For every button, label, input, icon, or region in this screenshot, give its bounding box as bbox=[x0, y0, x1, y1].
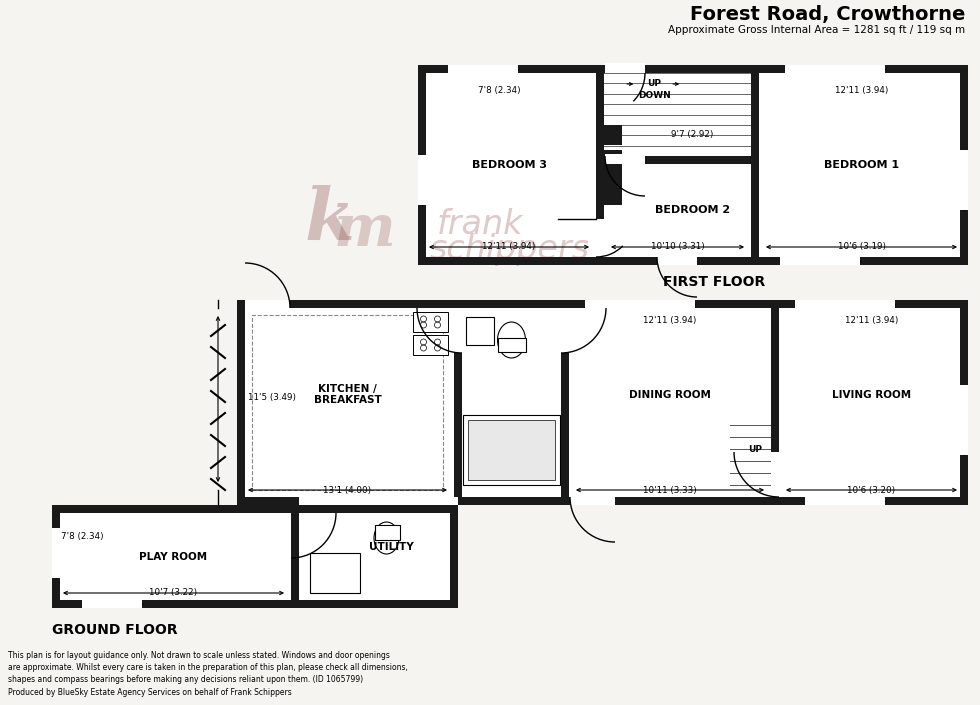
Text: Approximate Gross Internal Area = 1281 sq ft / 119 sq m: Approximate Gross Internal Area = 1281 s… bbox=[668, 25, 965, 35]
Bar bbox=[771, 452, 781, 497]
Text: DINING ROOM: DINING ROOM bbox=[629, 389, 710, 400]
Text: UP: UP bbox=[647, 80, 662, 89]
Bar bbox=[454, 300, 462, 505]
Bar bbox=[418, 257, 968, 265]
Text: KITCHEN /
BREAKFAST: KITCHEN / BREAKFAST bbox=[314, 384, 381, 405]
Text: PLAY ROOM: PLAY ROOM bbox=[139, 551, 208, 561]
Text: UTILITY: UTILITY bbox=[369, 541, 414, 551]
Bar bbox=[299, 497, 454, 505]
Bar bbox=[454, 308, 464, 353]
Bar bbox=[252, 315, 443, 490]
Text: BEDROOM 2: BEDROOM 2 bbox=[655, 205, 730, 215]
Text: LIVING ROOM: LIVING ROOM bbox=[832, 389, 911, 400]
Bar bbox=[960, 385, 968, 455]
Bar bbox=[52, 528, 60, 578]
Bar bbox=[468, 420, 555, 480]
Bar bbox=[340, 497, 458, 505]
Text: Forest Road, Crowthorne: Forest Road, Crowthorne bbox=[690, 5, 965, 24]
Text: GROUND FLOOR: GROUND FLOOR bbox=[52, 623, 177, 637]
Text: 7'8 (2.34): 7'8 (2.34) bbox=[61, 532, 103, 541]
Bar bbox=[237, 497, 968, 505]
Text: BEDROOM 1: BEDROOM 1 bbox=[824, 160, 899, 170]
Text: 10'6 (3.20): 10'6 (3.20) bbox=[848, 486, 896, 494]
Bar bbox=[299, 513, 307, 558]
Bar bbox=[245, 300, 290, 308]
Bar bbox=[418, 65, 968, 73]
Bar bbox=[596, 219, 606, 257]
Ellipse shape bbox=[374, 522, 399, 554]
Bar bbox=[418, 65, 968, 265]
Text: 10'6 (3.19): 10'6 (3.19) bbox=[838, 243, 886, 252]
Bar bbox=[374, 525, 400, 540]
Text: UP: UP bbox=[748, 446, 762, 455]
Bar bbox=[237, 300, 968, 308]
Bar bbox=[960, 300, 968, 505]
Bar bbox=[418, 65, 426, 265]
Text: BEDROOM 3: BEDROOM 3 bbox=[471, 160, 547, 170]
Bar bbox=[795, 300, 895, 308]
Bar bbox=[450, 505, 458, 608]
Bar bbox=[604, 125, 622, 145]
Text: 12'11 (3.94): 12'11 (3.94) bbox=[835, 85, 888, 94]
Bar bbox=[52, 505, 60, 608]
Text: 12'11 (3.94): 12'11 (3.94) bbox=[482, 243, 536, 252]
Bar bbox=[780, 257, 860, 265]
Bar bbox=[237, 300, 245, 505]
Bar bbox=[52, 600, 458, 608]
Bar bbox=[448, 65, 518, 73]
Text: 11'5 (3.49): 11'5 (3.49) bbox=[248, 393, 296, 402]
Text: schippers: schippers bbox=[430, 233, 590, 266]
Bar bbox=[82, 600, 142, 608]
Bar bbox=[605, 63, 645, 73]
Bar bbox=[596, 65, 604, 265]
Text: FIRST FLOOR: FIRST FLOOR bbox=[663, 275, 765, 289]
Bar bbox=[52, 505, 458, 608]
Bar bbox=[960, 150, 968, 210]
Bar bbox=[751, 65, 759, 265]
Text: DOWN: DOWN bbox=[638, 92, 670, 101]
Bar bbox=[291, 505, 299, 608]
Bar bbox=[237, 300, 968, 505]
Bar bbox=[466, 317, 494, 345]
Bar bbox=[561, 308, 571, 353]
Bar bbox=[498, 338, 525, 352]
Bar bbox=[600, 156, 755, 164]
Text: frank: frank bbox=[437, 209, 523, 242]
Text: 13'1 (4.00): 13'1 (4.00) bbox=[323, 486, 371, 494]
Bar bbox=[237, 497, 340, 505]
Bar bbox=[960, 65, 968, 265]
Text: 12'11 (3.94): 12'11 (3.94) bbox=[845, 316, 899, 324]
Bar bbox=[785, 65, 885, 73]
Bar bbox=[413, 312, 448, 332]
Text: 10'10 (3.31): 10'10 (3.31) bbox=[651, 243, 705, 252]
Bar bbox=[52, 505, 450, 513]
Bar bbox=[310, 553, 360, 593]
Bar bbox=[463, 415, 560, 485]
Text: 10'7 (3.22): 10'7 (3.22) bbox=[149, 589, 198, 598]
Bar bbox=[604, 150, 622, 205]
Text: m: m bbox=[334, 202, 396, 258]
Bar bbox=[413, 335, 448, 355]
Ellipse shape bbox=[498, 322, 525, 358]
Bar bbox=[605, 154, 645, 164]
Text: 12'11 (3.94): 12'11 (3.94) bbox=[643, 316, 697, 324]
Bar bbox=[418, 155, 426, 205]
Bar bbox=[585, 300, 695, 308]
Text: 10'11 (3.33): 10'11 (3.33) bbox=[643, 486, 697, 494]
Text: 7'8 (2.34): 7'8 (2.34) bbox=[477, 85, 520, 94]
Bar bbox=[237, 497, 295, 505]
Text: This plan is for layout guidance only. Not drawn to scale unless stated. Windows: This plan is for layout guidance only. N… bbox=[8, 651, 408, 697]
Bar bbox=[570, 497, 615, 505]
Bar bbox=[657, 257, 697, 265]
Bar bbox=[805, 497, 885, 505]
Bar bbox=[561, 300, 569, 505]
Bar bbox=[771, 300, 779, 505]
Text: 9'7 (2.92): 9'7 (2.92) bbox=[671, 130, 713, 140]
Text: k: k bbox=[305, 185, 355, 255]
